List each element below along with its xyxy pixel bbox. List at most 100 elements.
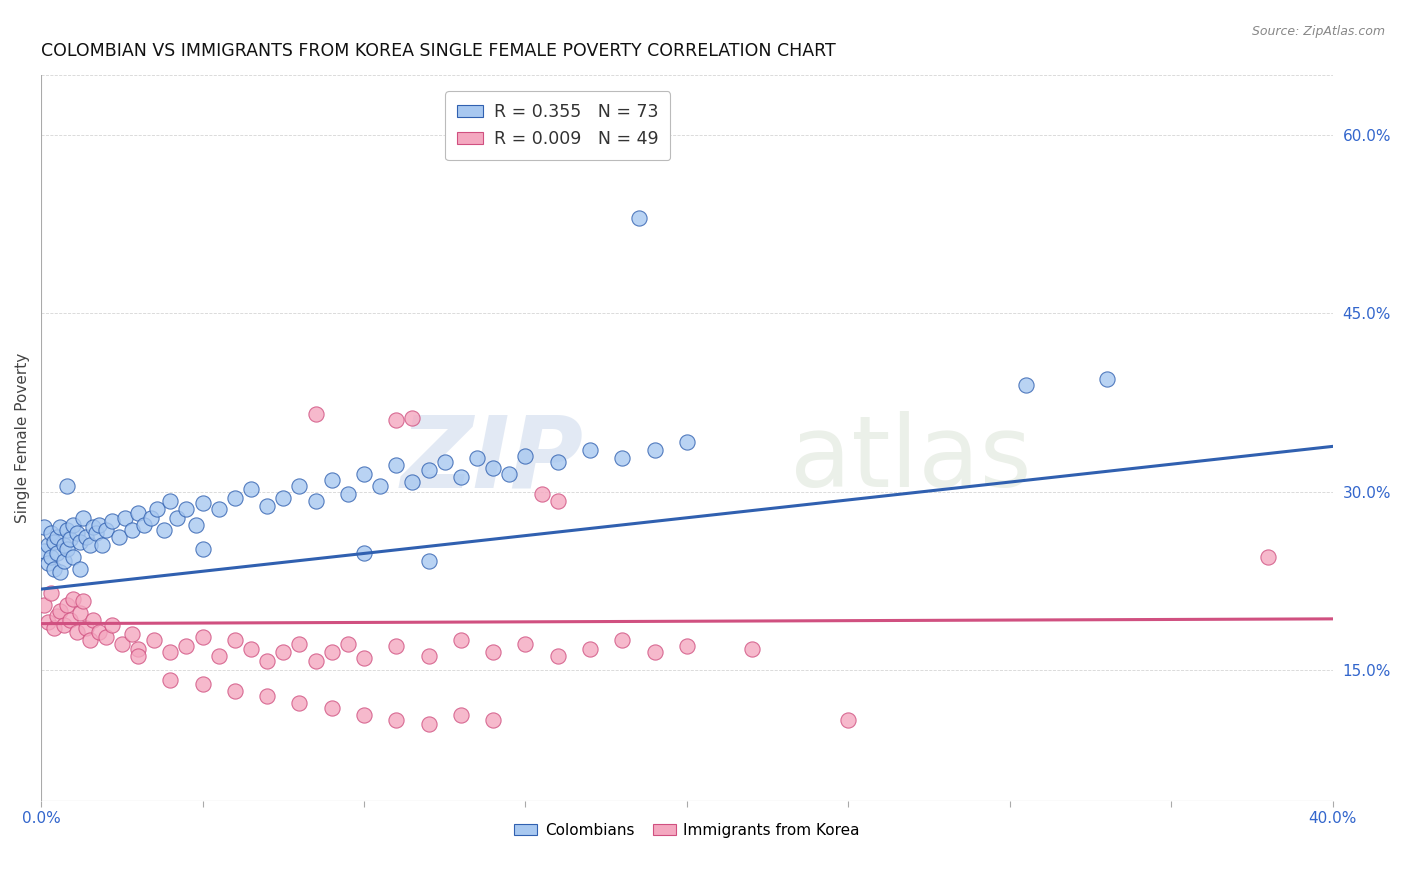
Point: [353, 708, 375, 723]
Point: [304, 653, 326, 667]
Point: [46, 609, 69, 624]
Point: [111, 637, 134, 651]
Point: [644, 645, 666, 659]
Point: [336, 487, 359, 501]
Point: [75, 530, 97, 544]
Point: [515, 637, 537, 651]
Point: [1095, 371, 1118, 385]
Point: [56, 598, 79, 612]
Point: [59, 532, 82, 546]
Point: [89, 624, 111, 639]
Text: ZIP: ZIP: [401, 411, 583, 508]
Point: [49, 520, 72, 534]
Point: [450, 470, 472, 484]
Point: [676, 639, 699, 653]
Point: [271, 491, 294, 505]
Point: [114, 510, 136, 524]
Point: [69, 534, 91, 549]
Point: [49, 566, 72, 580]
Point: [482, 713, 505, 727]
Point: [82, 520, 104, 534]
Point: [79, 633, 101, 648]
Point: [134, 517, 156, 532]
Point: [224, 633, 246, 648]
Y-axis label: Single Female Poverty: Single Female Poverty: [15, 353, 30, 524]
Point: [418, 716, 440, 731]
Point: [159, 494, 181, 508]
Point: [741, 641, 763, 656]
Point: [530, 487, 553, 501]
Point: [482, 460, 505, 475]
Point: [84, 526, 107, 541]
Point: [191, 496, 214, 510]
Point: [56, 478, 79, 492]
Point: [79, 538, 101, 552]
Point: [1257, 549, 1279, 564]
Point: [52, 553, 75, 567]
Point: [143, 633, 166, 648]
Point: [676, 434, 699, 449]
Point: [465, 451, 488, 466]
Point: [837, 713, 859, 727]
Point: [127, 648, 149, 663]
Point: [482, 645, 505, 659]
Point: [101, 514, 124, 528]
Point: [56, 541, 79, 556]
Point: [224, 684, 246, 698]
Point: [176, 502, 198, 516]
Point: [66, 526, 89, 541]
Point: [321, 701, 343, 715]
Point: [385, 713, 408, 727]
Point: [153, 523, 176, 537]
Point: [288, 478, 311, 492]
Point: [547, 648, 569, 663]
Point: [94, 630, 117, 644]
Point: [288, 696, 311, 710]
Point: [433, 455, 456, 469]
Point: [101, 617, 124, 632]
Point: [288, 637, 311, 651]
Point: [46, 530, 69, 544]
Point: [66, 624, 89, 639]
Point: [69, 562, 91, 576]
Text: COLOMBIAN VS IMMIGRANTS FROM KOREA SINGLE FEMALE POVERTY CORRELATION CHART: COLOMBIAN VS IMMIGRANTS FROM KOREA SINGL…: [41, 42, 835, 60]
Point: [159, 645, 181, 659]
Point: [240, 482, 263, 496]
Point: [450, 708, 472, 723]
Point: [82, 613, 104, 627]
Point: [52, 538, 75, 552]
Point: [37, 538, 59, 552]
Point: [91, 538, 114, 552]
Point: [498, 467, 520, 481]
Point: [418, 553, 440, 567]
Point: [401, 475, 423, 489]
Point: [62, 549, 84, 564]
Text: atlas: atlas: [790, 411, 1032, 508]
Point: [34, 598, 56, 612]
Point: [579, 442, 602, 457]
Point: [42, 621, 65, 635]
Point: [418, 463, 440, 477]
Point: [184, 517, 207, 532]
Point: [321, 645, 343, 659]
Point: [146, 502, 169, 516]
Point: [401, 410, 423, 425]
Point: [39, 549, 62, 564]
Point: [515, 449, 537, 463]
Point: [353, 546, 375, 560]
Point: [353, 467, 375, 481]
Point: [69, 606, 91, 620]
Point: [418, 648, 440, 663]
Point: [75, 621, 97, 635]
Point: [304, 494, 326, 508]
Point: [62, 517, 84, 532]
Point: [34, 544, 56, 558]
Point: [72, 594, 94, 608]
Point: [127, 641, 149, 656]
Point: [121, 523, 143, 537]
Point: [42, 562, 65, 576]
Point: [37, 556, 59, 570]
Point: [321, 473, 343, 487]
Point: [62, 591, 84, 606]
Point: [271, 645, 294, 659]
